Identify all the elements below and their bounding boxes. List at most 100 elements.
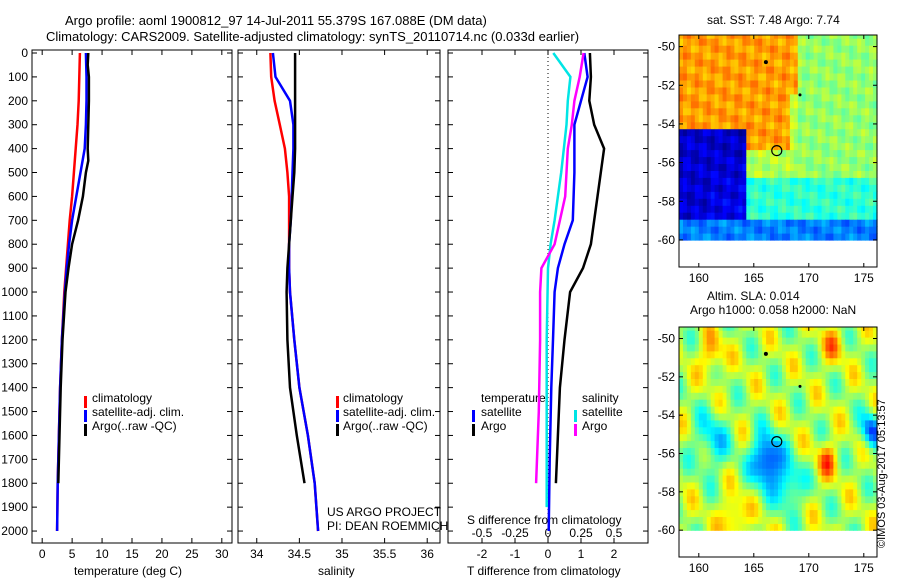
map-cell: [698, 385, 704, 393]
map-cell: [809, 454, 815, 462]
x-tick-label: -2: [477, 547, 488, 561]
map-cell: [853, 93, 858, 102]
map-cell: [789, 52, 795, 60]
map-cell: [726, 45, 732, 53]
map-cell: [679, 38, 684, 46]
map-cell: [742, 233, 747, 241]
map-cell: [774, 65, 779, 74]
map-cell: [782, 502, 787, 511]
map-cell: [686, 475, 692, 483]
map-cell: [734, 509, 739, 517]
map-cell: [785, 502, 791, 511]
map-cell: [782, 468, 787, 476]
map-cell: [782, 399, 787, 407]
map-cell: [754, 371, 759, 379]
map-cell: [683, 454, 688, 462]
map-cell: [869, 233, 874, 241]
map-cell: [746, 93, 751, 102]
map-cell: [758, 454, 763, 462]
map-cell: [702, 35, 708, 39]
map-cell: [730, 100, 736, 109]
map-cell: [833, 502, 838, 511]
map-cell: [817, 502, 823, 511]
map-cell: [754, 495, 759, 504]
map-cell: [849, 475, 854, 483]
map-cell: [754, 156, 759, 164]
map-cell: [825, 45, 831, 53]
map-cell: [873, 357, 878, 366]
map-cell: [774, 481, 779, 490]
map-cell: [679, 107, 684, 116]
map-cell: [821, 52, 827, 60]
map-cell: [849, 509, 854, 517]
map-cell: [762, 149, 767, 158]
map-cell: [789, 135, 795, 144]
map-cell: [797, 502, 803, 511]
map-cell: [738, 170, 743, 178]
map-cell: [865, 212, 870, 220]
map-cell: [718, 440, 724, 448]
map-cell: [873, 184, 878, 192]
map-cell: [845, 327, 850, 331]
map-cell: [797, 128, 803, 137]
map-cell: [702, 502, 708, 511]
map-cell: [734, 142, 739, 151]
map-cell: [801, 79, 807, 88]
map-cell: [774, 205, 779, 213]
map-cell: [805, 481, 811, 490]
map-cell: [754, 93, 759, 102]
map-cell: [829, 45, 835, 53]
map-cell: [861, 502, 866, 511]
map-cell: [865, 330, 870, 338]
map-cell: [706, 330, 712, 338]
map-cell: [686, 419, 692, 428]
map-cell: [805, 461, 811, 469]
map-cell: [778, 219, 783, 227]
map-cell: [774, 107, 779, 116]
map-cell: [770, 337, 775, 345]
map-cell: [742, 191, 747, 199]
map-cell: [829, 481, 835, 490]
map-cell: [821, 219, 827, 227]
map-cell: [722, 419, 728, 428]
map-cell: [821, 468, 827, 476]
map-cell: [762, 468, 767, 476]
map-cell: [821, 488, 827, 497]
map-cell: [683, 142, 688, 151]
map-cell: [714, 170, 720, 178]
map-cell: [849, 205, 854, 213]
map-cell: [809, 426, 815, 435]
map-cell: [686, 468, 692, 476]
map-cell: [770, 502, 775, 511]
map-cell: [722, 114, 728, 123]
map-cell: [718, 107, 724, 116]
map-cell: [738, 59, 743, 67]
map-cell: [797, 488, 803, 497]
map-cell: [758, 440, 763, 448]
map-cell: [698, 86, 704, 95]
map-cell: [853, 156, 858, 164]
map-cell: [770, 121, 775, 130]
map-cell: [845, 385, 850, 393]
map-cell: [829, 107, 835, 116]
map-cell: [762, 35, 767, 39]
map-cell: [694, 184, 700, 192]
map-cell: [782, 447, 787, 455]
map-cell: [825, 72, 831, 81]
map-cell: [722, 135, 728, 144]
map-cell: [738, 135, 743, 144]
map-cell: [679, 226, 684, 234]
map-cell: [861, 495, 866, 504]
map-cell: [762, 330, 767, 338]
map-cell: [714, 371, 720, 379]
map-cell: [730, 337, 736, 345]
map-cell: [821, 86, 827, 95]
map-cell: [817, 337, 823, 345]
map-cell: [782, 72, 787, 81]
map-cell: [738, 406, 743, 414]
map-cell: [785, 177, 791, 185]
map-cell: [750, 337, 755, 345]
map-cell: [710, 233, 716, 241]
map-cell: [710, 454, 716, 462]
map-cell: [698, 392, 704, 400]
